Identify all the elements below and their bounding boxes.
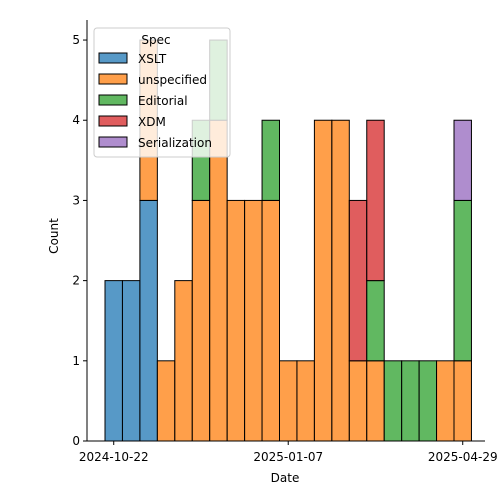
legend-box bbox=[93, 27, 231, 158]
bar-segment bbox=[121, 280, 141, 442]
bar-segment bbox=[366, 280, 385, 362]
legend-swatch bbox=[98, 52, 128, 64]
bar-segment bbox=[209, 119, 228, 442]
y-tick-label: 5 bbox=[72, 33, 80, 47]
legend-label: unspecified bbox=[138, 73, 207, 87]
bar-segment bbox=[296, 360, 315, 442]
bar-segment bbox=[191, 199, 211, 442]
bar-segment bbox=[348, 360, 368, 442]
y-tick-label: 2 bbox=[72, 274, 80, 288]
bar-segment bbox=[313, 119, 333, 442]
legend-title: Spec bbox=[141, 33, 170, 47]
bar-segment bbox=[453, 119, 472, 201]
legend-label: Editorial bbox=[138, 94, 188, 108]
legend-swatch bbox=[98, 136, 128, 148]
bars-layer bbox=[104, 39, 472, 442]
bar-segment bbox=[436, 360, 455, 442]
bar-segment bbox=[226, 199, 246, 442]
bar-segment bbox=[279, 360, 298, 442]
x-axis-label: Date bbox=[271, 471, 300, 485]
bar-segment bbox=[331, 119, 350, 442]
bar-segment bbox=[156, 360, 176, 442]
x-tick-label: 2025-01-07 bbox=[253, 450, 323, 464]
bar-segment bbox=[244, 199, 263, 442]
legend-swatch bbox=[98, 94, 128, 106]
bar-segment bbox=[366, 119, 385, 282]
y-tick-label: 4 bbox=[72, 113, 80, 127]
y-tick-label: 1 bbox=[72, 354, 80, 368]
y-tick-label: 0 bbox=[72, 434, 80, 448]
bar-segment bbox=[453, 199, 472, 362]
bar-segment bbox=[418, 360, 438, 442]
bar-segment bbox=[366, 360, 385, 442]
y-tick-label: 3 bbox=[72, 193, 80, 207]
y-axis-label: Count bbox=[47, 218, 61, 254]
legend: Spec XSLT unspecified Editorial XDM Serializa… bbox=[93, 27, 231, 158]
legend-label: XSLT bbox=[138, 52, 167, 66]
bar-segment bbox=[383, 360, 403, 442]
legend-label: Serialization bbox=[138, 136, 212, 150]
bar-segment bbox=[261, 119, 280, 201]
bar-segment bbox=[174, 280, 193, 442]
bar-segment bbox=[261, 199, 280, 442]
x-tick-label: 2024-10-22 bbox=[79, 450, 149, 464]
legend-swatch bbox=[98, 73, 128, 85]
legend-label: XDM bbox=[138, 115, 166, 129]
legend-swatch bbox=[98, 115, 128, 127]
x-tick-label: 2025-04-29 bbox=[428, 450, 498, 464]
bar-segment bbox=[453, 360, 472, 442]
bar-segment bbox=[139, 199, 158, 442]
axes-layer: 0 1 2 3 4 5 2024-10-22 2025-01-07 2025-04-29 bbox=[72, 20, 498, 464]
bar-segment bbox=[104, 280, 123, 442]
bar-segment bbox=[348, 199, 368, 362]
bar-segment bbox=[401, 360, 420, 442]
